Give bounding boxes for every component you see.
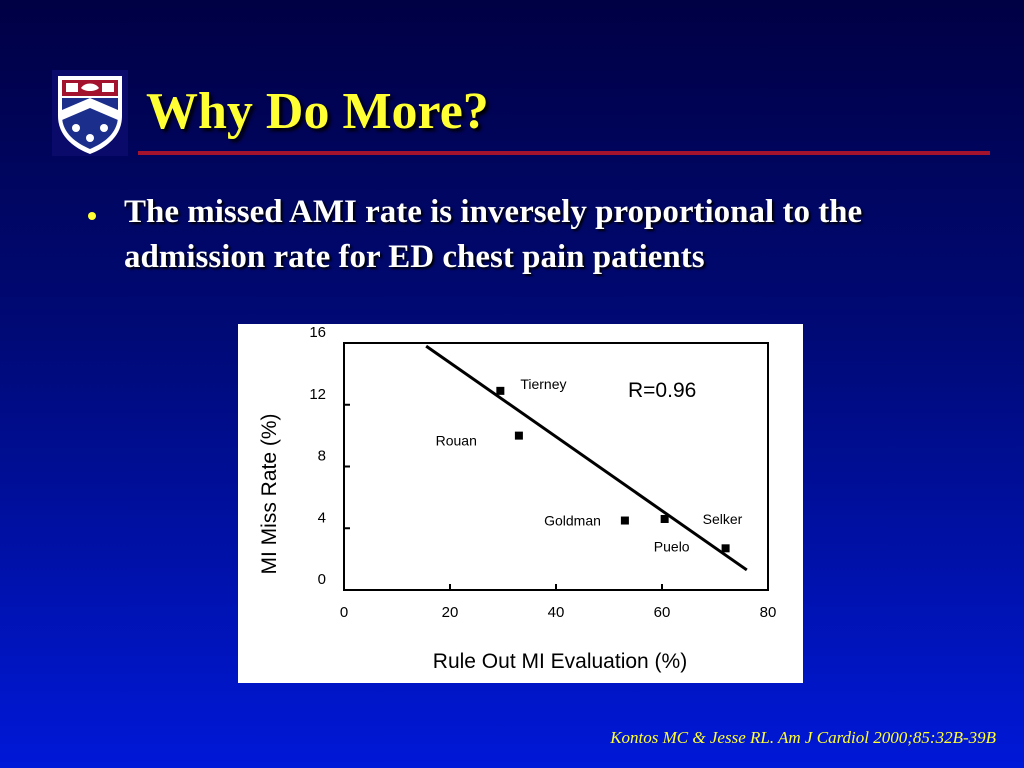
title-underline — [138, 151, 990, 155]
bullet-dot-icon — [88, 212, 96, 220]
y-tick-label: 0 — [318, 571, 326, 588]
y-axis-ticks: 0 4 8 12 16 — [309, 324, 350, 591]
data-points: Tierney Rouan Goldman Selker Puelo — [436, 376, 743, 554]
y-tick-label: 16 — [309, 324, 326, 341]
data-point-label: Rouan — [436, 433, 477, 449]
data-point-label: Puelo — [654, 538, 690, 554]
x-axis-label: Rule Out MI Evaluation (%) — [433, 650, 687, 673]
university-shield-logo — [52, 70, 128, 156]
y-axis-label: MI Miss Rate (%) — [258, 413, 281, 574]
chart-svg: 0 4 8 12 16 0 20 40 60 80 Tierney Rouan Goldman Sel… — [258, 324, 777, 673]
shield-dolphin — [81, 83, 99, 91]
data-point-goldman — [620, 516, 629, 525]
data-point-label: Selker — [703, 511, 743, 527]
data-point-selker — [660, 514, 669, 523]
x-tick-label: 0 — [340, 604, 348, 621]
data-point-puelo — [721, 544, 730, 553]
bullet-text: The missed AMI rate is inversely proport… — [124, 194, 863, 275]
shield-book-left — [66, 83, 78, 92]
data-point-label: Tierney — [520, 376, 566, 392]
data-point-rouan — [514, 431, 523, 440]
y-tick-label: 4 — [318, 509, 326, 526]
data-point-label: Goldman — [544, 513, 601, 529]
x-tick-label: 40 — [548, 604, 565, 621]
slide-title: Why Do More? — [146, 83, 489, 140]
x-tick-label: 60 — [654, 604, 671, 621]
x-axis-ticks: 0 20 40 60 80 — [340, 584, 777, 621]
shield-book-right — [102, 83, 114, 92]
y-tick-label: 8 — [318, 448, 326, 465]
x-tick-label: 80 — [760, 604, 777, 621]
x-tick-label: 20 — [442, 604, 459, 621]
shield-plate-right — [100, 124, 108, 132]
shield-plate-left — [72, 124, 80, 132]
scatter-chart: 0 4 8 12 16 0 20 40 60 80 Tierney Rouan Goldman Sel… — [238, 324, 803, 683]
university-shield-crest-icon — [52, 70, 128, 156]
trend-line — [425, 344, 748, 572]
y-tick-label: 12 — [309, 386, 326, 403]
data-point-tierney — [496, 386, 505, 395]
bullet-item: The missed AMI rate is inversely proport… — [82, 190, 982, 280]
shield-chevron — [62, 98, 118, 120]
citation: Kontos MC & Jesse RL. Am J Cardiol 2000;… — [610, 728, 996, 747]
shield-plate-bottom — [86, 134, 94, 142]
r-annotation: R=0.96 — [628, 379, 696, 402]
